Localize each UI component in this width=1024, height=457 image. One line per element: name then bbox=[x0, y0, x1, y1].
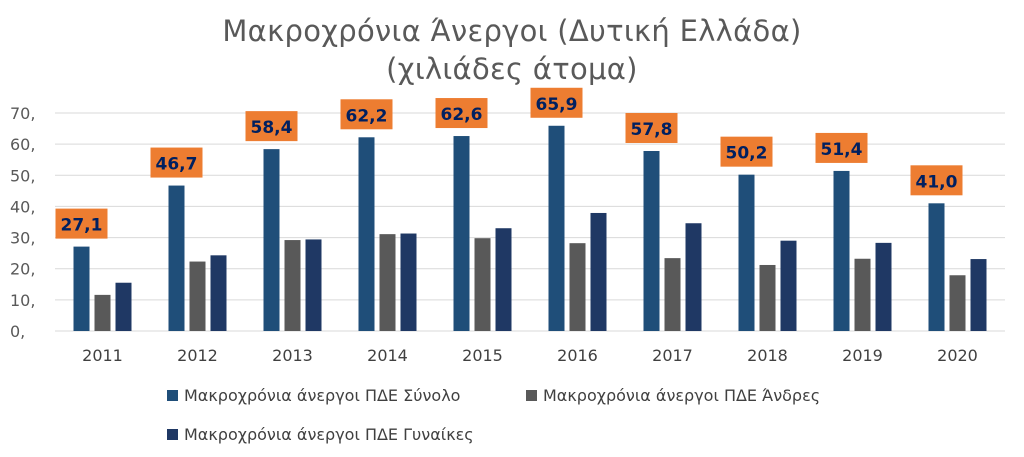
data-label: 62,2 bbox=[346, 106, 388, 126]
y-tick-label: 50, bbox=[10, 166, 35, 185]
data-label-box bbox=[625, 112, 678, 143]
data-label: 51,4 bbox=[821, 140, 863, 160]
x-tick-label: 2013 bbox=[272, 346, 313, 365]
bar-series-2 bbox=[210, 255, 227, 331]
bar-series-2 bbox=[590, 212, 607, 331]
bar-series-0 bbox=[833, 170, 850, 331]
bar-series-0 bbox=[453, 136, 470, 331]
data-label-box bbox=[150, 147, 203, 178]
bar-series-2 bbox=[305, 239, 322, 331]
bar-series-0 bbox=[73, 246, 90, 331]
bar-series-1 bbox=[949, 275, 966, 331]
bar-series-0 bbox=[263, 149, 280, 331]
bar-series-0 bbox=[928, 203, 945, 331]
bar-series-1 bbox=[94, 294, 111, 331]
x-tick-label: 2011 bbox=[82, 346, 123, 365]
y-tick-label: 0, bbox=[10, 322, 25, 341]
x-tick-label: 2017 bbox=[652, 346, 693, 365]
legend-item-total: Μακροχρόνια άνεργοι ΠΔΕ Σύνολο bbox=[167, 386, 460, 405]
y-tick-label: 10, bbox=[10, 291, 35, 310]
y-tick-label: 20, bbox=[10, 260, 35, 279]
y-tick-label: 70, bbox=[10, 104, 35, 123]
data-label: 65,9 bbox=[536, 95, 578, 115]
data-label-box bbox=[340, 99, 393, 130]
bar-series-2 bbox=[115, 282, 132, 331]
data-label-box bbox=[435, 98, 488, 129]
chart-title: Μακροχρόνια Άνεργοι (Δυτική Ελλάδα) bbox=[222, 14, 802, 48]
data-label: 58,4 bbox=[251, 118, 293, 138]
bar-series-1 bbox=[569, 243, 586, 331]
data-label-box bbox=[55, 208, 108, 239]
data-label-box bbox=[815, 132, 868, 163]
bar-series-2 bbox=[780, 240, 797, 331]
chart-subtitle: (χιλιάδες άτομα) bbox=[386, 52, 638, 86]
bar-series-1 bbox=[854, 258, 871, 331]
y-tick-label: 40, bbox=[10, 197, 35, 216]
data-label: 57,8 bbox=[631, 120, 673, 140]
x-tick-label: 2019 bbox=[842, 346, 883, 365]
x-tick-label: 2012 bbox=[177, 346, 218, 365]
data-label-box bbox=[245, 111, 298, 142]
x-tick-label: 2016 bbox=[557, 346, 598, 365]
legend-label-men: Μακροχρόνια άνεργοι ΠΔΕ Άνδρες bbox=[543, 386, 821, 405]
data-label-box bbox=[910, 165, 963, 196]
bar-series-2 bbox=[685, 223, 702, 331]
legend-swatch-men bbox=[526, 390, 537, 401]
data-label-box bbox=[530, 87, 583, 118]
bar-series-2 bbox=[970, 259, 987, 331]
bar-series-1 bbox=[189, 261, 206, 331]
data-label-box bbox=[720, 136, 773, 167]
legend-label-total: Μακροχρόνια άνεργοι ΠΔΕ Σύνολο bbox=[184, 386, 461, 405]
bar-series-1 bbox=[664, 258, 681, 331]
bar-series-0 bbox=[738, 174, 755, 331]
bar-series-2 bbox=[495, 228, 512, 331]
x-tick-label: 2014 bbox=[367, 346, 408, 365]
bar-series-0 bbox=[548, 125, 565, 331]
bar-series-1 bbox=[284, 240, 301, 331]
bar-series-2 bbox=[400, 233, 417, 331]
bar-series-2 bbox=[875, 242, 892, 331]
bar-series-0 bbox=[358, 137, 375, 331]
legend-label-women: Μακροχρόνια άνεργοι ΠΔΕ Γυναίκες bbox=[184, 425, 474, 444]
bar-series-0 bbox=[168, 185, 185, 331]
x-tick-label: 2018 bbox=[747, 346, 788, 365]
x-tick-label: 2020 bbox=[937, 346, 978, 365]
bar-series-0 bbox=[643, 150, 660, 331]
bar-series-1 bbox=[759, 264, 776, 331]
data-label: 50,2 bbox=[726, 144, 768, 164]
data-label: 46,7 bbox=[156, 155, 198, 175]
bar-series-1 bbox=[379, 234, 396, 331]
legend-swatch-total bbox=[167, 390, 178, 401]
data-label: 27,1 bbox=[61, 216, 103, 236]
legend-swatch-women bbox=[167, 429, 178, 440]
data-label: 41,0 bbox=[916, 172, 958, 192]
y-tick-label: 30, bbox=[10, 229, 35, 248]
legend-item-women: Μακροχρόνια άνεργοι ΠΔΕ Γυναίκες bbox=[167, 425, 474, 444]
y-tick-label: 60, bbox=[10, 135, 35, 154]
bar-series-1 bbox=[474, 238, 491, 331]
legend-item-men: Μακροχρόνια άνεργοι ΠΔΕ Άνδρες bbox=[526, 386, 820, 405]
plot-area: 0, 10, 20, 30, 40, 50, 60, 70, 2011 27,1 2012 46,7 2… bbox=[10, 87, 1005, 365]
x-tick-label: 2015 bbox=[462, 346, 503, 365]
data-label: 62,6 bbox=[441, 105, 483, 125]
